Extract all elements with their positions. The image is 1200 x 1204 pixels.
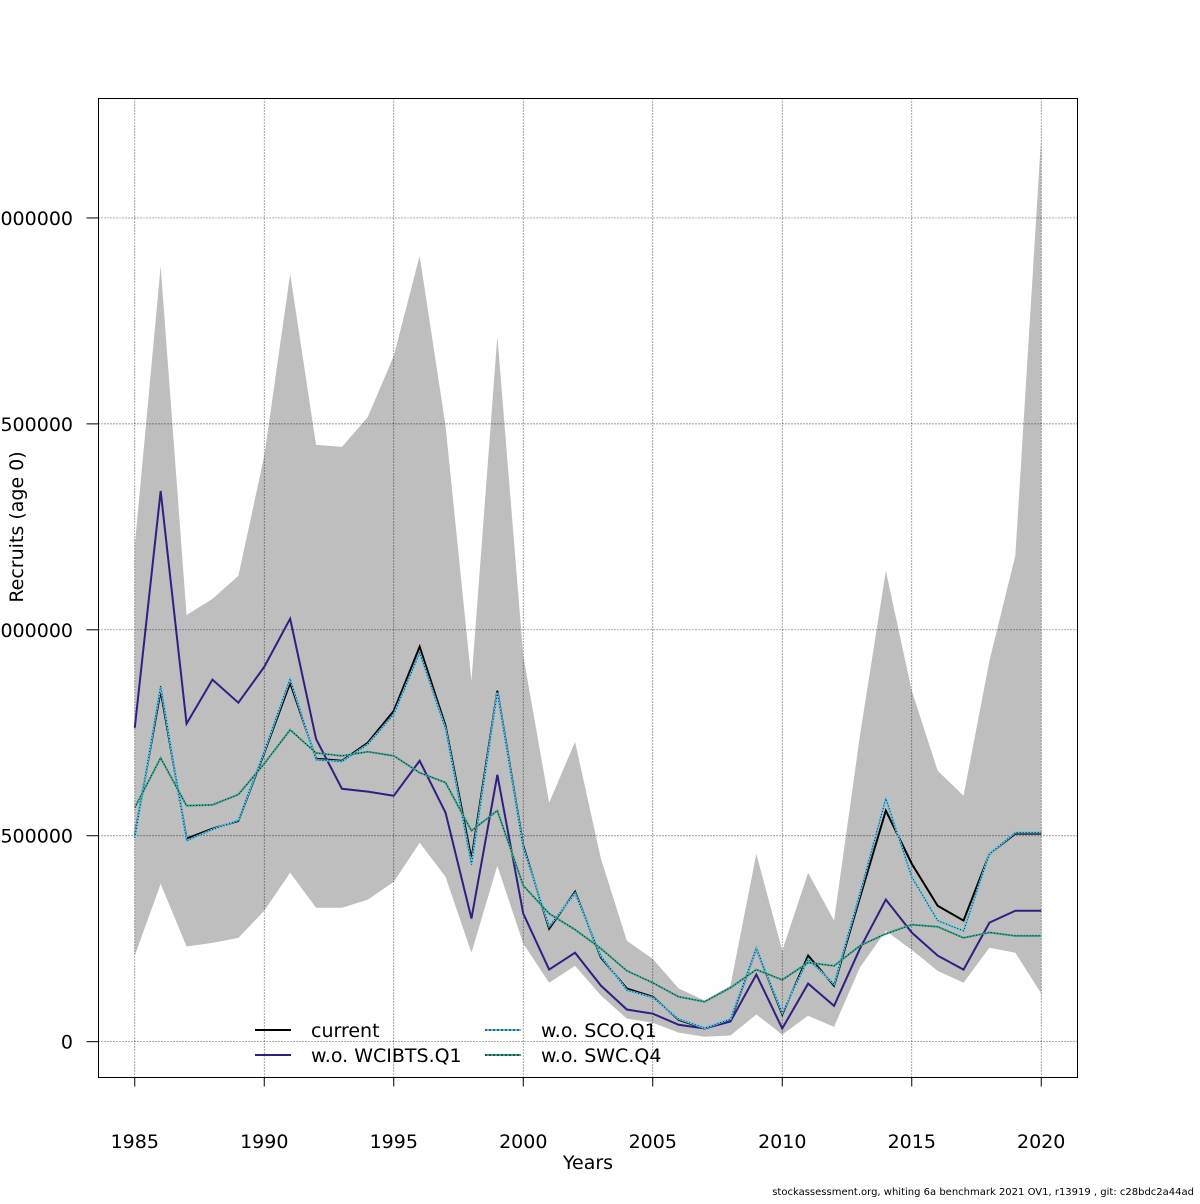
legend-label: w.o. SWC.Q4 [541, 1045, 661, 1067]
legend-label: current [311, 1020, 380, 1042]
y-tick-label: 500000 [0, 826, 73, 848]
legend-label: w.o. SCO.Q1 [541, 1020, 657, 1042]
series-line-1 [133, 490, 1042, 1031]
y-tick-label: 1000000 [0, 620, 73, 642]
y-tick-label: 0 [61, 1032, 73, 1054]
series-line-overlay-3 [134, 729, 1042, 1003]
x-tick-label: 2010 [758, 1131, 806, 1153]
x-tick-label: 1995 [370, 1131, 418, 1153]
plot-frame [98, 98, 1078, 1078]
x-tick-label: 2020 [1017, 1131, 1065, 1153]
y-tick-label: 2000000 [0, 208, 73, 230]
series-line-overlay-2 [134, 651, 1042, 1029]
legend: current w.o. WCIBTS.Q1 w.o. SCO.Q1 w.o. SWC… [255, 1020, 661, 1067]
x-tick-label: 2005 [629, 1131, 677, 1153]
x-tick-label: 2000 [499, 1131, 547, 1153]
x-tick-label: 1990 [240, 1131, 288, 1153]
confidence-band [134, 135, 1042, 1037]
x-axis-label: Years [562, 1152, 613, 1174]
legend-label: w.o. WCIBTS.Q1 [311, 1045, 462, 1067]
y-tick-label: 1500000 [0, 414, 73, 436]
x-tick-label: 2015 [888, 1131, 936, 1153]
y-axis-label: Recruits (age 0) [6, 451, 28, 602]
x-tick-label: 1985 [111, 1131, 159, 1153]
footer-credit: stockassessment.org, whiting 6a benchmar… [772, 1187, 1194, 1198]
